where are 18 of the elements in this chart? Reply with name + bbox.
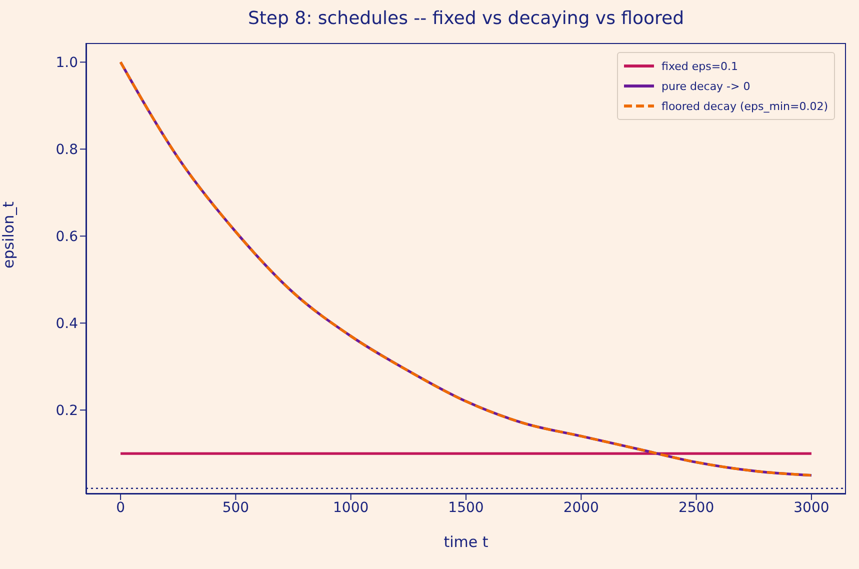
y-tick-label: 0.4 [56,316,78,332]
y-tick-label: 0.6 [56,229,78,246]
y-tick-label: 0.2 [56,403,78,420]
x-tick-label: 2500 [678,500,714,516]
x-tick-label: 0 [116,500,126,516]
x-axis-title: time t [444,533,488,551]
x-tick-label: 1000 [333,500,369,516]
x-tick-label: 1500 [448,500,484,516]
y-tick-label: 0.8 [56,142,78,158]
x-tick-label: 500 [222,500,250,516]
x-tick-label: 2000 [563,500,599,516]
y-tick-label: 1.0 [56,55,78,72]
x-tick-label: 3000 [794,500,830,516]
legend-label: floored decay (eps_min=0.02) [662,100,828,112]
y-axis-title: epsilon_t [0,201,18,268]
chart-title: Step 8: schedules -- fixed vs decaying vs floored [246,8,686,29]
legend-label: fixed eps=0.1 [662,60,738,72]
legend-label: pure decay -> 0 [662,80,750,92]
